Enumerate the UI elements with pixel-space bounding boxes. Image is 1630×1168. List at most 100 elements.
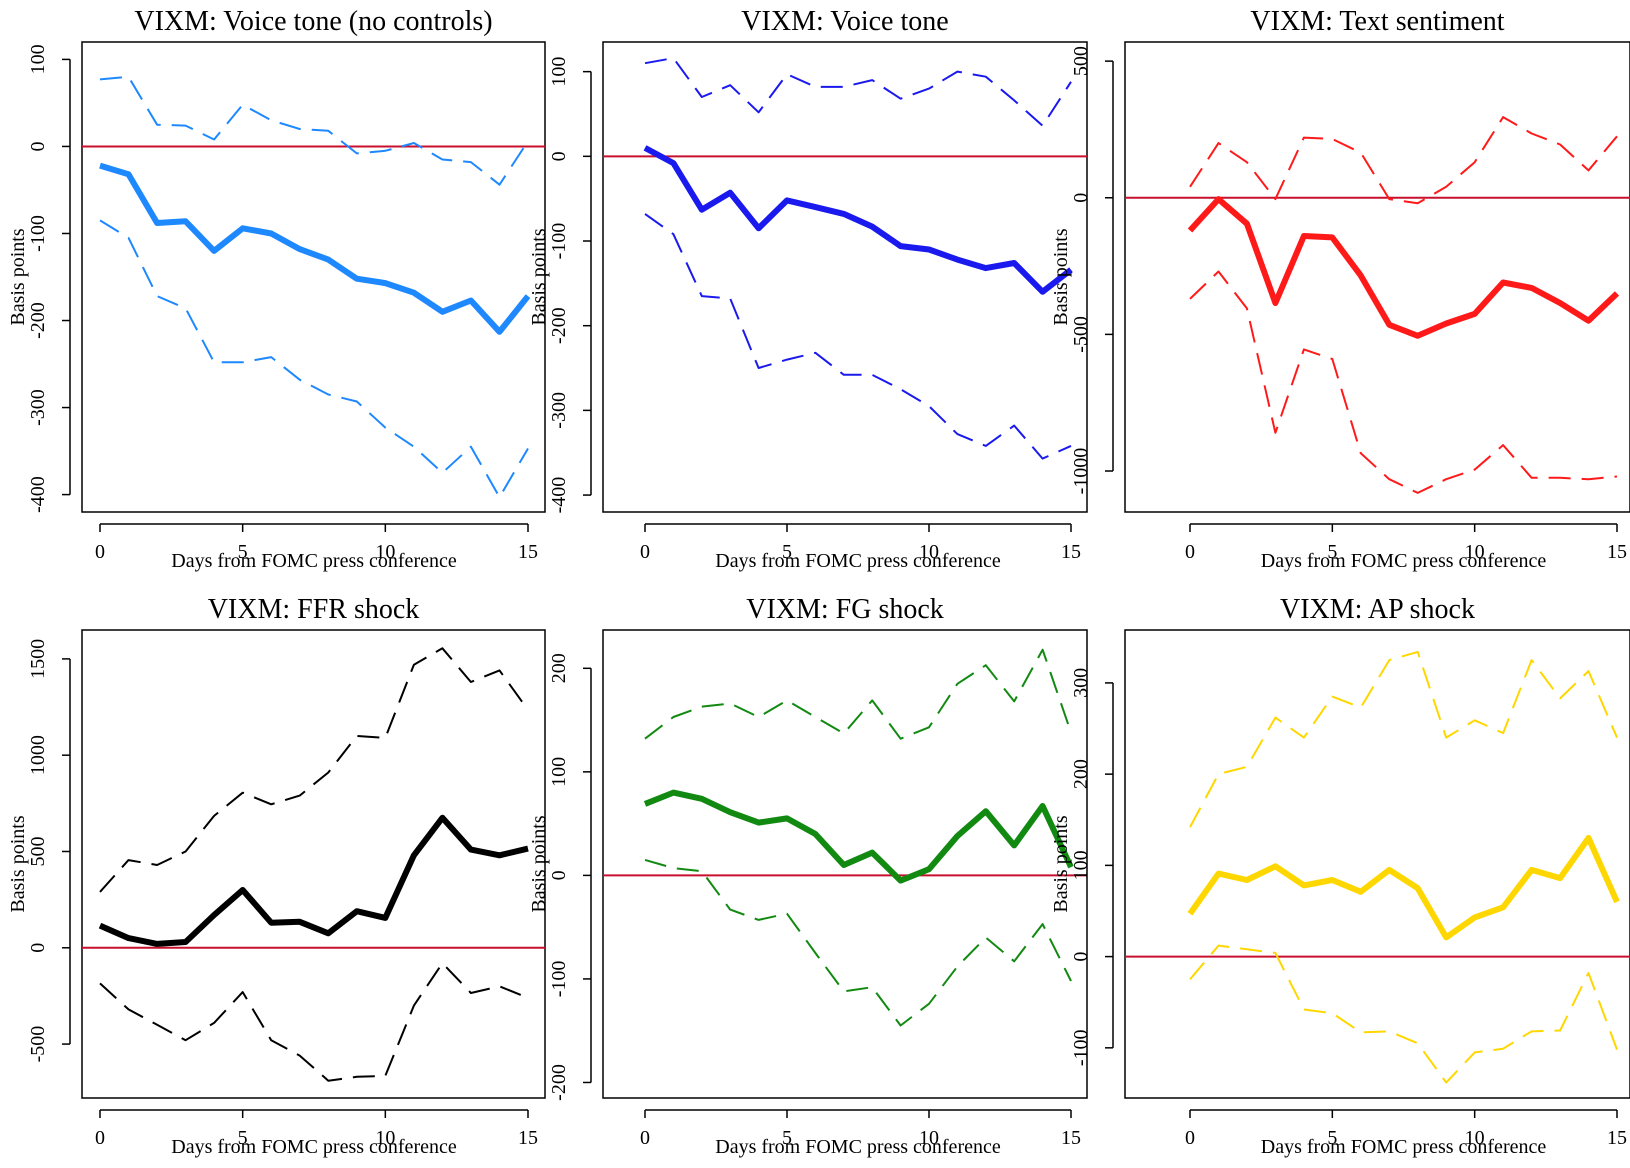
y-tick-label: 1500 bbox=[27, 639, 49, 679]
series-line-estimate bbox=[1187, 835, 1620, 941]
x-tick-label: 5 bbox=[782, 1127, 792, 1149]
x-tick-label: 10 bbox=[919, 1127, 939, 1149]
x-tick-label: 0 bbox=[640, 541, 650, 563]
y-tick-label: -1000 bbox=[1070, 448, 1092, 495]
chart-panel-3: VIXM: Text sentiment 0 5 10 15 Days from FOMC… bbox=[1050, 6, 1630, 572]
plot-frame bbox=[81, 629, 546, 1099]
chart-panel-6: VIXM: AP shock 0 5 10 15 Days from FOMC press… bbox=[1050, 594, 1630, 1158]
plot-area bbox=[82, 75, 545, 499]
series-line-estimate bbox=[1187, 196, 1620, 339]
y-tick-label: -500 bbox=[1070, 316, 1092, 353]
plot-frame bbox=[602, 629, 1088, 1099]
y-axis-label: Basis points bbox=[7, 815, 29, 912]
x-axis-label: Days from FOMC press conference bbox=[1261, 550, 1547, 572]
y-tick-label: -300 bbox=[548, 392, 570, 429]
x-tick-label: 0 bbox=[95, 1127, 105, 1149]
x-tick-label: 5 bbox=[238, 1127, 248, 1149]
x-tick-label: 15 bbox=[518, 541, 538, 563]
y-tick-label: 500 bbox=[1070, 46, 1092, 76]
y-tick-label: 100 bbox=[27, 44, 49, 74]
chart-title: VIXM: FG shock bbox=[746, 594, 944, 625]
series-line-upper-band bbox=[644, 648, 1072, 740]
y-tick-label: 0 bbox=[1070, 193, 1092, 203]
y-tick-label: -100 bbox=[1070, 1029, 1092, 1066]
y-tick-label: -100 bbox=[27, 215, 49, 252]
x-tick-label: 15 bbox=[1607, 541, 1627, 563]
series-line-estimate bbox=[643, 789, 1074, 884]
series-line-estimate bbox=[99, 162, 531, 335]
plot-area bbox=[1125, 116, 1630, 494]
x-tick-label: 5 bbox=[238, 541, 248, 563]
y-axis-label: Basis points bbox=[1050, 228, 1072, 325]
series-line-lower-band bbox=[99, 219, 529, 499]
x-axis-label: Days from FOMC press conference bbox=[171, 550, 457, 572]
y-tick-label: 100 bbox=[548, 757, 570, 787]
y-tick-label: -200 bbox=[548, 1064, 570, 1101]
x-tick-label: 15 bbox=[1061, 541, 1081, 563]
plot-area bbox=[1125, 650, 1630, 1084]
x-tick-label: 5 bbox=[1327, 1127, 1337, 1149]
plot-area bbox=[603, 648, 1087, 1027]
x-tick-label: 15 bbox=[518, 1127, 538, 1149]
series-line-upper-band bbox=[99, 647, 529, 893]
y-axis-label: Basis points bbox=[528, 815, 550, 912]
chart-panel-5: VIXM: FG shock 0 5 10 15 Days from FOMC press… bbox=[528, 594, 1088, 1158]
y-tick-label: -500 bbox=[27, 1026, 49, 1063]
chart-title: VIXM: Voice tone bbox=[741, 6, 948, 37]
y-tick-label: 200 bbox=[548, 653, 570, 683]
y-tick-label: 100 bbox=[548, 57, 570, 87]
x-tick-label: 10 bbox=[1465, 541, 1485, 563]
y-axis-label: Basis points bbox=[1050, 815, 1072, 912]
x-tick-label: 0 bbox=[640, 1127, 650, 1149]
x-tick-label: 10 bbox=[1465, 1127, 1485, 1149]
plot-area bbox=[603, 57, 1087, 460]
x-tick-label: 0 bbox=[1185, 1127, 1195, 1149]
y-tick-label: 1000 bbox=[27, 735, 49, 775]
x-tick-label: 0 bbox=[95, 541, 105, 563]
chart-title: VIXM: Text sentiment bbox=[1250, 6, 1504, 37]
y-axis-label: Basis points bbox=[528, 228, 550, 325]
y-tick-label: 0 bbox=[548, 870, 570, 880]
x-tick-label: 5 bbox=[1327, 541, 1337, 563]
chart-title: VIXM: Voice tone (no controls) bbox=[134, 6, 492, 37]
x-axis-label: Days from FOMC press conference bbox=[171, 1136, 457, 1158]
series-line-lower-band bbox=[1189, 270, 1618, 494]
y-tick-label: 200 bbox=[1070, 759, 1092, 789]
y-tick-label: 0 bbox=[27, 141, 49, 151]
x-tick-label: 0 bbox=[1185, 541, 1195, 563]
series-line-upper-band bbox=[99, 75, 529, 186]
series-line-lower-band bbox=[99, 962, 529, 1082]
series-line-lower-band bbox=[1189, 944, 1618, 1084]
y-tick-label: -400 bbox=[548, 477, 570, 514]
y-tick-label: 0 bbox=[548, 151, 570, 161]
series-line-estimate bbox=[643, 145, 1073, 295]
y-tick-label: 500 bbox=[27, 836, 49, 866]
x-tick-label: 5 bbox=[782, 541, 792, 563]
series-line-lower-band bbox=[644, 213, 1072, 460]
chart-title: VIXM: AP shock bbox=[1280, 594, 1475, 625]
y-tick-label: -300 bbox=[27, 389, 49, 426]
plot-frame bbox=[1124, 41, 1630, 513]
series-line-upper-band bbox=[1189, 650, 1618, 828]
y-tick-label: -100 bbox=[548, 961, 570, 998]
chart-panel-2: VIXM: Voice tone 0 5 10 15 Days from FOMC pre… bbox=[528, 6, 1088, 572]
y-axis-label: Basis points bbox=[7, 228, 29, 325]
x-axis-label: Days from FOMC press conference bbox=[715, 550, 1001, 572]
y-tick-label: -100 bbox=[548, 223, 570, 260]
y-tick-label: -200 bbox=[548, 307, 570, 344]
y-tick-label: 0 bbox=[27, 943, 49, 953]
plot-frame bbox=[602, 41, 1088, 513]
chart-panel-4: VIXM: FFR shock 0 5 10 15 Days from FOMC pres… bbox=[7, 594, 546, 1158]
x-axis-label: Days from FOMC press conference bbox=[715, 1136, 1001, 1158]
y-tick-label: 0 bbox=[1070, 952, 1092, 962]
series-line-estimate bbox=[98, 814, 529, 947]
y-tick-label: -200 bbox=[27, 302, 49, 339]
chart-title: VIXM: FFR shock bbox=[208, 594, 420, 625]
plot-area bbox=[82, 647, 545, 1082]
y-tick-label: 300 bbox=[1070, 668, 1092, 698]
plot-frame bbox=[81, 41, 546, 513]
series-line-lower-band bbox=[644, 858, 1072, 1027]
x-tick-label: 15 bbox=[1607, 1127, 1627, 1149]
series-line-upper-band bbox=[644, 57, 1072, 127]
